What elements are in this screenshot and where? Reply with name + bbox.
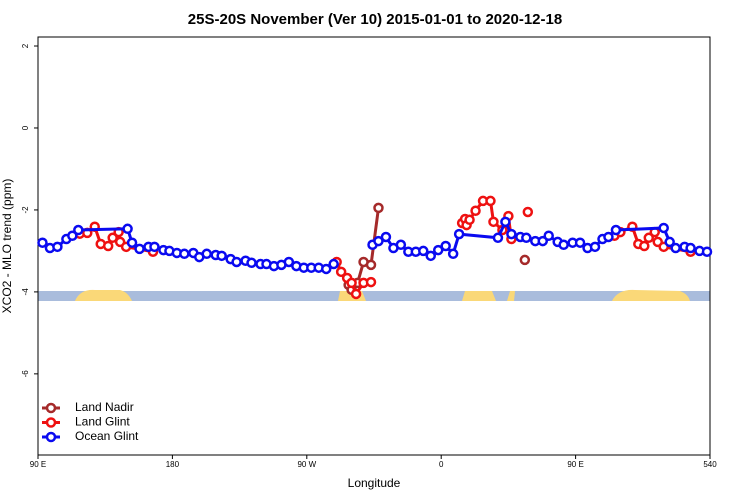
data-point xyxy=(664,236,675,248)
data-point xyxy=(470,205,481,217)
data-point xyxy=(52,241,63,253)
data-point xyxy=(589,241,601,253)
data-point xyxy=(37,237,48,248)
data-point xyxy=(447,248,459,260)
data-point xyxy=(246,257,257,269)
data-point xyxy=(335,266,347,278)
data-point xyxy=(328,258,339,270)
legend-label: Land Glint xyxy=(75,415,130,429)
legend-marker xyxy=(45,402,57,414)
data-point xyxy=(373,235,384,247)
data-point xyxy=(603,231,614,243)
data-point xyxy=(464,214,475,226)
data-point xyxy=(73,224,84,236)
data-point xyxy=(346,277,357,289)
land-band xyxy=(507,291,515,301)
data-point xyxy=(432,244,444,256)
data-point xyxy=(126,237,138,248)
chart-title: 25S-20S November (Ver 10) 2015-01-01 to … xyxy=(188,11,562,28)
data-point xyxy=(373,202,384,214)
data-point xyxy=(320,263,332,275)
data-point xyxy=(658,222,669,234)
x-tick-label: 180 xyxy=(166,460,180,469)
x-tick-label: 90 E xyxy=(567,460,583,469)
data-point xyxy=(134,243,145,255)
data-point xyxy=(522,206,534,218)
data-point xyxy=(365,259,377,271)
y-tick-label: -6 xyxy=(21,370,30,378)
data-point xyxy=(639,240,650,252)
data-point xyxy=(519,254,531,266)
data-point xyxy=(488,216,499,228)
legend-label: Land Nadir xyxy=(75,400,134,414)
data-point xyxy=(485,195,496,207)
x-tick-label: 0 xyxy=(439,460,444,469)
data-point xyxy=(521,232,532,244)
data-point xyxy=(350,288,362,300)
legend-marker xyxy=(45,431,57,443)
data-point xyxy=(149,241,160,253)
ocean-band xyxy=(38,291,710,301)
data-point xyxy=(425,250,436,262)
data-point xyxy=(492,232,504,244)
data-point xyxy=(685,242,696,254)
data-point xyxy=(179,248,190,260)
data-point xyxy=(418,245,429,257)
data-point xyxy=(558,239,569,251)
x-tick-label: 90 W xyxy=(297,460,316,469)
data-point xyxy=(122,223,133,235)
x-axis-label: Longitude xyxy=(348,476,401,490)
data-point xyxy=(500,216,511,228)
x-tick-label: 90 E xyxy=(30,460,46,469)
data-point xyxy=(365,276,377,288)
data-point xyxy=(670,242,681,254)
data-point xyxy=(395,239,407,251)
data-point xyxy=(283,256,295,268)
y-tick-label: -4 xyxy=(21,288,30,296)
x-tick-label: 540 xyxy=(703,460,717,469)
data-point xyxy=(440,240,451,252)
map-strip xyxy=(38,289,710,301)
y-tick-label: -2 xyxy=(21,206,30,214)
data-point xyxy=(107,232,118,244)
data-point xyxy=(231,256,242,268)
data-point xyxy=(610,224,622,236)
y-tick-label: 0 xyxy=(21,125,30,130)
data-point xyxy=(506,228,517,240)
legend-marker xyxy=(45,417,57,428)
data-point xyxy=(216,250,227,262)
data-point xyxy=(701,246,713,257)
data-point xyxy=(102,240,114,252)
land-band xyxy=(612,289,690,301)
legend-label: Ocean Glint xyxy=(75,429,139,443)
data-point xyxy=(201,248,212,260)
data-point xyxy=(574,237,586,248)
data-point xyxy=(453,228,465,240)
plot-frame xyxy=(37,36,711,456)
y-tick-label: 2 xyxy=(21,43,30,48)
land-band xyxy=(75,289,132,301)
data-point xyxy=(380,231,392,243)
data-point xyxy=(67,230,78,242)
data-point xyxy=(643,232,655,244)
land-band xyxy=(462,291,496,301)
data-point xyxy=(543,230,554,242)
y-axis-label: XCO2 - MLO trend (ppm) xyxy=(0,179,14,314)
